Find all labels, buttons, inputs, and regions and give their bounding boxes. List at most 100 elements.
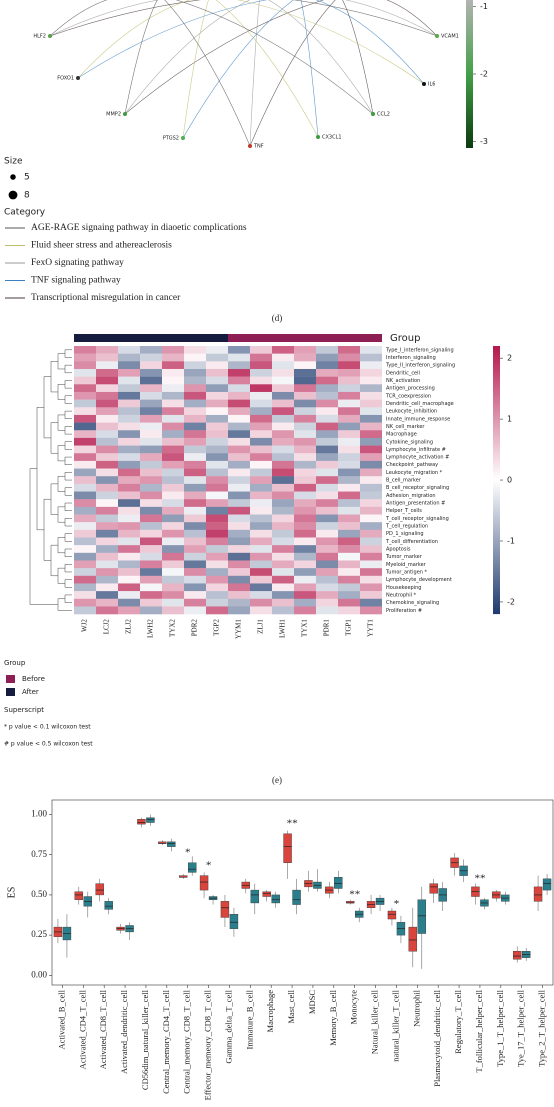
heat-cell bbox=[338, 606, 360, 615]
significance: ** bbox=[349, 888, 360, 900]
superscript-note: # p value < 0.5 wilcoxon test bbox=[4, 741, 93, 748]
y-tick-label: 0.25 bbox=[31, 929, 47, 939]
heat-cell bbox=[162, 361, 184, 370]
heat-cell bbox=[316, 575, 338, 584]
edge bbox=[292, 0, 438, 37]
heat-cell bbox=[74, 437, 96, 446]
heat-cell bbox=[162, 353, 184, 362]
heat-cell bbox=[316, 384, 338, 393]
heat-cell bbox=[206, 591, 228, 599]
x-tick-label: Central_memory_CD8_T_cell bbox=[182, 989, 192, 1094]
heat-cell bbox=[74, 568, 96, 576]
heat-cell bbox=[118, 568, 140, 576]
heat-cell bbox=[316, 483, 338, 492]
x-tick-label: Gamma_delta_T_cell bbox=[223, 989, 233, 1063]
box bbox=[334, 877, 343, 889]
heat-cell bbox=[206, 407, 228, 416]
heat-cell bbox=[140, 361, 162, 370]
heat-cell bbox=[118, 453, 140, 462]
heat-cell bbox=[338, 598, 360, 607]
heat-cell bbox=[206, 598, 228, 607]
legend-label: TNF signaling pathway bbox=[31, 276, 121, 286]
heat-cell bbox=[184, 560, 206, 569]
heat-cell bbox=[316, 514, 338, 523]
heat-cell bbox=[74, 414, 96, 423]
heat-cell bbox=[162, 376, 184, 385]
box bbox=[271, 894, 280, 904]
row-label: TCR_coexpression bbox=[385, 393, 431, 399]
heat-cell bbox=[360, 483, 382, 492]
heat-cell bbox=[316, 430, 338, 439]
heat-cell bbox=[228, 591, 250, 599]
node-label: HLF2 bbox=[33, 34, 46, 40]
heat-cell bbox=[272, 453, 294, 462]
group-cell bbox=[316, 334, 338, 342]
edge bbox=[164, 0, 251, 147]
heat-cell bbox=[140, 583, 162, 592]
column-label: TYX2 bbox=[169, 619, 177, 637]
heat-cell bbox=[118, 529, 140, 538]
heat-cell bbox=[96, 376, 118, 385]
heat-cell bbox=[228, 491, 250, 500]
heat-cell bbox=[184, 430, 206, 439]
x-tick-label: Central_memory_CD4_T_cell bbox=[161, 989, 171, 1094]
heat-cell bbox=[162, 368, 184, 377]
heat-cell bbox=[338, 591, 360, 599]
heat-cell bbox=[360, 598, 382, 607]
node bbox=[48, 34, 52, 38]
heat-cell bbox=[184, 537, 206, 546]
heat-cell bbox=[184, 575, 206, 584]
row-label: NK_activation bbox=[386, 378, 420, 384]
heat-cell bbox=[96, 468, 118, 477]
heat-cell bbox=[250, 346, 272, 354]
heat-cell bbox=[272, 422, 294, 431]
row-label: Helper_T_cells bbox=[386, 508, 422, 514]
colorbar-tick-label: -2 bbox=[480, 70, 488, 79]
heat-cell bbox=[250, 591, 272, 599]
heat-cell bbox=[228, 460, 250, 469]
heat-cell bbox=[228, 437, 250, 446]
heat-cell bbox=[162, 445, 184, 454]
heat-cell bbox=[228, 430, 250, 439]
heat-cell bbox=[272, 575, 294, 584]
heat-cell bbox=[316, 583, 338, 592]
heat-cell bbox=[316, 545, 338, 554]
heat-cell bbox=[162, 453, 184, 462]
heat-cell bbox=[206, 376, 228, 385]
heat-cell bbox=[206, 506, 228, 515]
heat-cell bbox=[74, 506, 96, 515]
box bbox=[429, 883, 438, 894]
dendrogram bbox=[50, 422, 58, 454]
heat-cell bbox=[184, 514, 206, 523]
heat-cell bbox=[250, 522, 272, 531]
heat-cell bbox=[294, 537, 316, 546]
heat-cell bbox=[162, 476, 184, 485]
significance: * bbox=[206, 859, 212, 871]
heat-cell bbox=[228, 514, 250, 523]
heat-cell bbox=[162, 384, 184, 393]
superscript-note: * p value < 0.1 wilcoxon test bbox=[4, 724, 91, 731]
heat-cell bbox=[228, 468, 250, 477]
heat-cell bbox=[96, 384, 118, 393]
heat-cell bbox=[360, 346, 382, 354]
column-label: LCJ2 bbox=[103, 619, 111, 635]
heat-cell bbox=[316, 445, 338, 454]
heat-cell bbox=[272, 560, 294, 569]
heat-cell bbox=[184, 368, 206, 377]
colorbar-tick-label: -3 bbox=[480, 137, 488, 146]
heat-cell bbox=[118, 460, 140, 469]
heat-cell bbox=[96, 529, 118, 538]
heat-cell bbox=[184, 407, 206, 416]
dendrogram bbox=[43, 498, 51, 561]
heat-cell bbox=[184, 499, 206, 508]
heat-cell bbox=[162, 422, 184, 431]
heat-cell bbox=[162, 468, 184, 477]
column-label: WJ2 bbox=[81, 619, 89, 632]
heat-cell bbox=[206, 575, 228, 584]
heat-cell bbox=[360, 575, 382, 584]
legend-label: Fluid sheer stress and athereaclerosis bbox=[31, 241, 172, 251]
heat-cell bbox=[272, 483, 294, 492]
dendrogram bbox=[57, 445, 65, 462]
heat-cell bbox=[118, 499, 140, 508]
